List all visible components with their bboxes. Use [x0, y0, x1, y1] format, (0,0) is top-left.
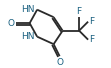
- Text: HN: HN: [21, 32, 35, 41]
- Text: HN: HN: [21, 5, 35, 14]
- Text: O: O: [56, 58, 63, 67]
- Text: F: F: [90, 17, 95, 26]
- Text: F: F: [90, 35, 95, 44]
- Text: F: F: [77, 7, 82, 16]
- Text: O: O: [8, 19, 15, 28]
